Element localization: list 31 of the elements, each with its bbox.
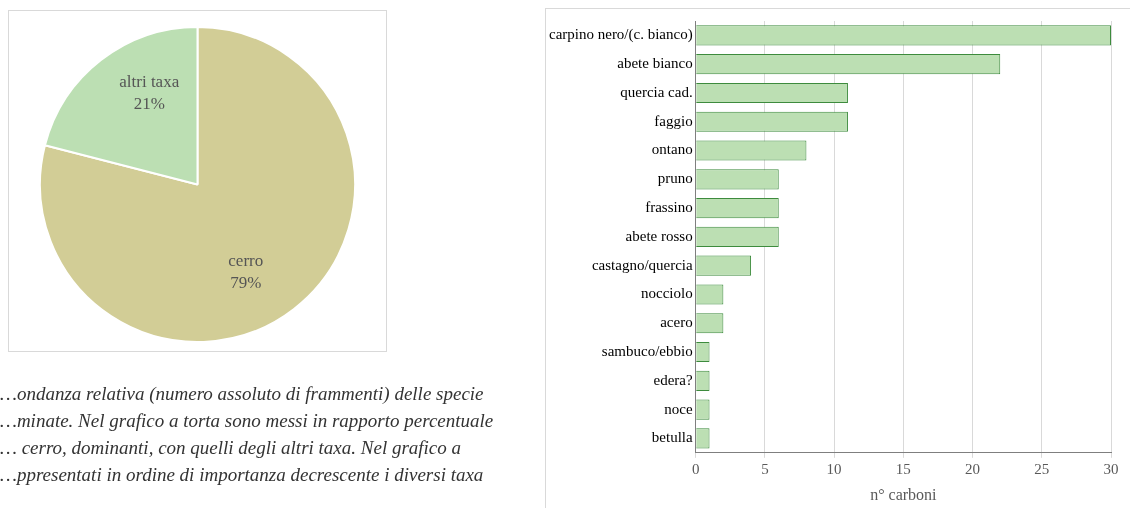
y-tick-label: abete rosso <box>625 227 693 244</box>
y-tick-label: frassino <box>645 199 693 216</box>
y-tick-label: betulla <box>651 429 694 446</box>
y-tick-label: pruno <box>657 170 693 187</box>
data-label: 21% <box>133 93 165 113</box>
y-tick-label: acero <box>660 314 693 331</box>
text: …minate. Nel grafico a torta sono messi in rapporto percentuale <box>0 409 495 433</box>
x-tick-label: 5 <box>761 460 769 477</box>
x-tick-label: 25 <box>1034 460 1050 477</box>
y-tick-label: carpino nero/(c. bianco) <box>548 26 693 44</box>
x-tick-label: 15 <box>895 460 911 477</box>
x-tick-label: 30 <box>1103 460 1119 477</box>
slice-label: cerro <box>228 251 264 271</box>
text: …ondanza relativa (numero assoluto di frammenti) delle specie <box>0 382 485 406</box>
y-tick-label: noce <box>664 400 694 417</box>
y-tick-label: sambuco/ebbio <box>601 342 693 359</box>
y-tick-label: faggio <box>654 112 693 129</box>
y-tick-label: nocciolo <box>641 285 693 302</box>
x-axis-title: n° carboni <box>870 485 938 503</box>
data-label: 79% <box>230 273 262 293</box>
text: …ppresentati in ordine di importanza decrescente i diversi taxa <box>0 463 485 487</box>
x-tick-label: 0 <box>691 460 700 477</box>
y-tick-label: ontano <box>651 141 693 158</box>
y-tick-label: abete bianco <box>617 55 693 72</box>
x-tick-label: 20 <box>965 460 981 477</box>
y-tick-label: castagno/quercia <box>591 256 694 273</box>
text: … cerro, dominanti, con quelli degli altri taxa. Nel grafico a <box>0 436 463 460</box>
x-tick-label: 10 <box>826 460 842 477</box>
y-tick-label: quercia cad. <box>620 83 693 100</box>
y-tick-label: edera? <box>653 371 694 388</box>
slice-label: altri taxa <box>119 71 180 91</box>
